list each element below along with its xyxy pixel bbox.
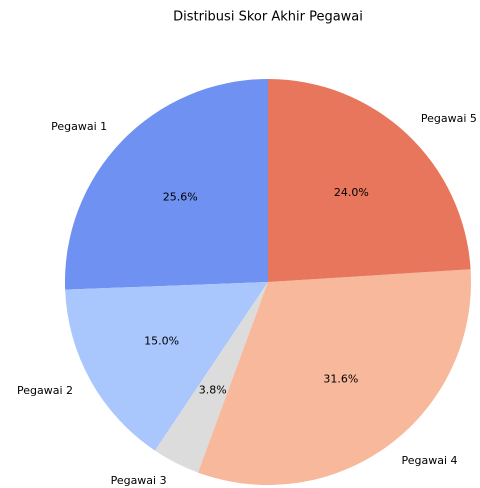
- pct-label: 15.0%: [144, 334, 179, 347]
- pct-label: 31.6%: [323, 373, 358, 386]
- slice-label: Pegawai 4: [402, 454, 458, 467]
- slice-label: Pegawai 1: [51, 120, 107, 133]
- pie-slice: [268, 79, 471, 282]
- slice-label: Pegawai 3: [111, 474, 167, 487]
- pct-label: 3.8%: [199, 384, 227, 397]
- pie-slice: [65, 282, 269, 451]
- pct-label: 25.6%: [163, 191, 198, 204]
- pie-slice: [65, 79, 269, 290]
- pie-slice: [154, 282, 268, 473]
- pie-slice: [198, 269, 472, 486]
- slice-label: Pegawai 2: [17, 384, 73, 397]
- chart-title: Distribusi Skor Akhir Pegawai: [173, 10, 363, 25]
- pct-label: 24.0%: [334, 186, 369, 199]
- slice-label: Pegawai 5: [421, 112, 477, 125]
